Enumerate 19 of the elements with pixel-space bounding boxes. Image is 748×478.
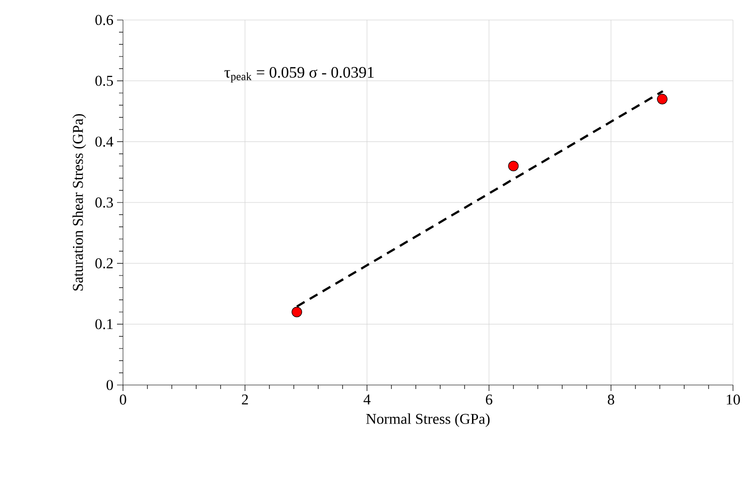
y-axis-title: Saturation Shear Stress (GPa) [72, 114, 86, 291]
point [292, 306, 302, 318]
y-tick-label: 0.3 [95, 197, 113, 208]
y-tick-label: 0.4 [95, 136, 114, 147]
y-tick-label: 0.2 [95, 258, 113, 268]
y-tick-label: 0.6 [95, 14, 114, 26]
x-tick-label: 2 [242, 394, 248, 404]
annotation: τ$_{peak}$ = 0.059 σ - 0.0391 [224, 66, 374, 83]
x-tick-label: 10 [726, 394, 740, 405]
y-tick-label: 0.5 [95, 76, 113, 86]
x-tick-label: 8 [608, 394, 614, 405]
x-tick-label: 4 [364, 394, 370, 404]
x-tick-label: 6 [486, 394, 492, 405]
y-tick-label: 0.1 [95, 319, 113, 330]
point [508, 160, 519, 172]
x-axis-title: Normal Stress (GPa) [366, 413, 490, 427]
point [656, 94, 668, 104]
x-tick-label: 0 [120, 394, 126, 405]
y-tick-label: 0 [106, 380, 113, 390]
